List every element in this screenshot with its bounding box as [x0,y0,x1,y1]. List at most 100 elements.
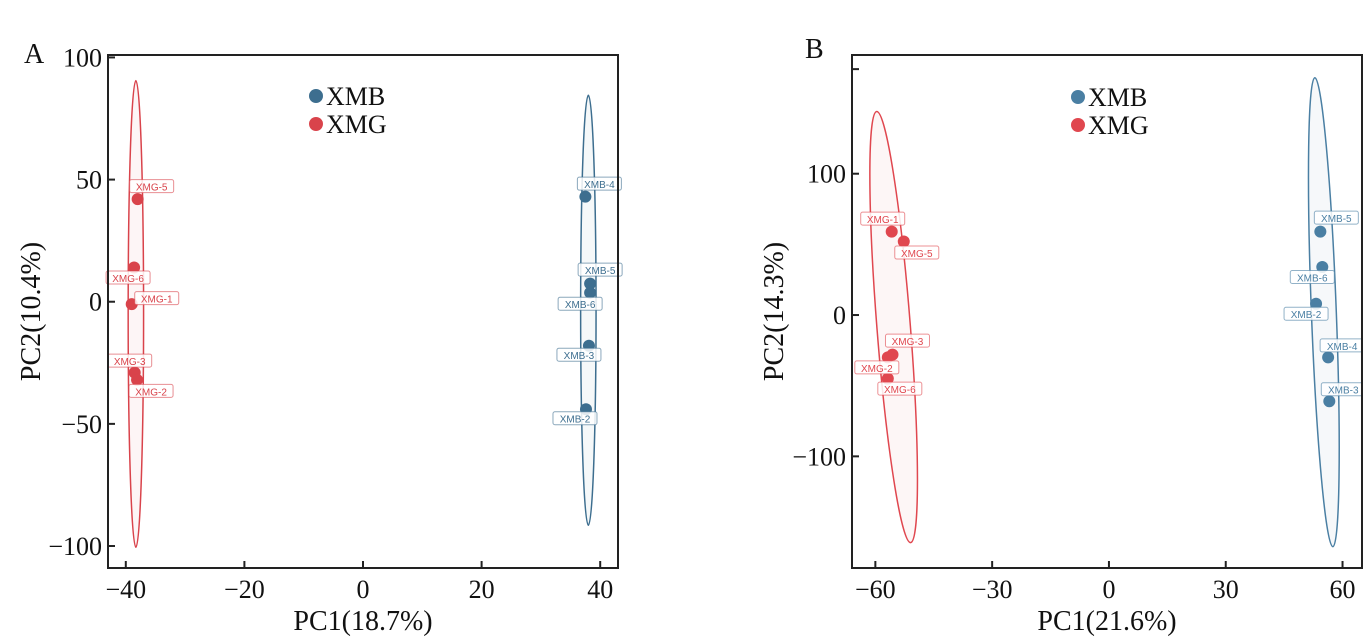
point-label-text: XMG-2 [135,387,167,398]
legend-marker-xmg [1071,118,1085,132]
y-tick-label: −100 [48,532,102,561]
point-label-box [860,211,906,226]
point-label-box [854,360,900,375]
point-label-xmb-3: XMB-3 [1320,382,1363,397]
point-label-xmg-5: XMG-5 [894,245,940,260]
point-label-text: XMG-5 [136,183,168,194]
point-label-box [128,383,174,398]
point-label-text: XMG-6 [112,274,144,285]
data-point-xmb-4 [1322,351,1335,364]
point-label-xmb-6: XMB-6 [557,296,603,311]
x-tick-label: −30 [972,575,1013,604]
point-label-text: XMG-2 [861,364,893,375]
point-label-xmb-4: XMB-4 [1319,338,1363,353]
panel-a: A XMB-4 XMB-5 XMB-6 XMB-3 XMB-2 XMG-5 XMG-6 XMG… [16,39,623,637]
point-label-box [577,262,623,277]
point-label-xmg-5: XMG-5 [129,179,175,194]
y-tick-label: 100 [807,160,846,189]
point-label-box [894,245,940,260]
point-label-text: XMG-3 [114,357,146,368]
point-label-box [1283,306,1329,321]
point-label-box [129,179,175,194]
point-label-box [552,411,598,426]
y-tick-label: 0 [833,301,846,330]
data-point-xmg-1 [885,225,898,238]
point-label-xmg-2: XMG-2 [854,360,900,375]
data-point-xmb-4 [579,190,592,203]
point-label-xmb-4: XMB-4 [576,176,622,191]
legend-label-xmb: XMB [1088,83,1147,112]
point-label-text: XMB-6 [565,300,596,311]
x-tick-label: 0 [1102,575,1115,604]
data-point-xmb-6 [584,286,597,299]
data-point-xmg-5 [131,193,144,206]
panel-b-frame [851,54,1363,569]
point-label-box [877,381,923,396]
point-label-box [1319,338,1363,353]
y-tick-label: −100 [792,442,846,471]
point-label-box [1289,269,1335,284]
panel-a-ticks: −40 −20 0 20 40 −100 −50 0 50 100 [48,43,613,604]
point-label-box [576,176,622,191]
point-label-text: XMG-5 [901,249,933,260]
panel-letter-a: A [24,39,45,70]
x-tick-label: −60 [855,575,896,604]
legend-label-xmg: XMG [1088,111,1149,140]
point-label-text: XMB-5 [585,266,616,277]
point-label-text: XMG-1 [141,295,173,306]
panel-b: B XMB-5 XMB-6 XMB-2 XMB-4 XMB-3 XMG-1 XMG-5 XMG… [759,34,1363,637]
legend-label-xmg: XMG [326,110,387,139]
point-label-text: XMG-6 [884,385,916,396]
point-label-xmg-3: XMG-3 [884,333,930,348]
data-point-xmb-3 [1323,395,1336,408]
x-tick-label: 0 [357,575,370,604]
confidence-ellipse-xmg [869,110,919,544]
legend-label-xmb: XMB [326,82,385,111]
y-tick-label: −50 [61,410,102,439]
point-label-xmg-6: XMG-6 [877,381,923,396]
panel-a-marks: XMB-4 XMB-5 XMB-6 XMB-3 XMB-2 XMG-5 XMG-6 XMG-1… [105,79,623,548]
point-label-box [134,291,180,306]
y-tick-label: 0 [89,288,102,317]
data-point-xmg-2 [131,373,144,386]
data-point-xmg-5 [897,235,910,248]
x-tick-label: 40 [587,575,613,604]
y-tick-label: 100 [63,43,102,72]
point-label-text: XMB-4 [584,180,615,191]
point-label-xmb-3: XMB-3 [556,347,602,362]
point-label-box [884,333,930,348]
point-label-xmb-2: XMB-2 [1283,306,1329,321]
point-label-box [557,296,603,311]
legend-marker-xmb [309,89,323,103]
x-axis-title-b: PC1(21.6%) [1037,606,1176,637]
point-label-xmg-3: XMG-3 [107,353,153,368]
x-tick-label: 60 [1330,575,1356,604]
point-label-xmb-5: XMB-5 [577,262,623,277]
point-label-box [1313,210,1359,225]
x-tick-label: −40 [105,575,146,604]
panel-b-marks: XMB-5 XMB-6 XMB-2 XMB-4 XMB-3 XMG-1 XMG-5 XMG-3… [854,77,1363,548]
legend-marker-xmg [309,117,323,131]
point-label-xmg-2: XMG-2 [128,383,174,398]
panel-b-ticks: −60 −30 0 30 60 −100 0 100 [792,68,1356,604]
point-label-box [1320,382,1363,397]
point-label-xmb-5: XMB-5 [1313,210,1359,225]
point-label-text: XMB-3 [564,351,595,362]
point-label-box [105,270,151,285]
panel-a-legend: XMB XMG [309,82,387,139]
x-tick-label: 30 [1213,575,1239,604]
point-label-xmb-2: XMB-2 [552,411,598,426]
point-label-xmb-6: XMB-6 [1289,269,1335,284]
point-label-text: XMB-6 [1297,273,1328,284]
point-label-text: XMB-5 [1321,214,1352,225]
point-label-xmg-1: XMG-1 [860,211,906,226]
point-label-xmg-1: XMG-1 [134,291,180,306]
panel-letter-b: B [805,34,824,65]
panel-b-legend: XMB XMG [1071,83,1149,140]
point-label-text: XMB-4 [1327,342,1358,353]
data-point-xmb-5 [584,277,597,290]
point-label-text: XMG-1 [867,215,899,226]
x-axis-title-a: PC1(18.7%) [293,606,432,637]
confidence-ellipse-xmg [127,79,145,548]
